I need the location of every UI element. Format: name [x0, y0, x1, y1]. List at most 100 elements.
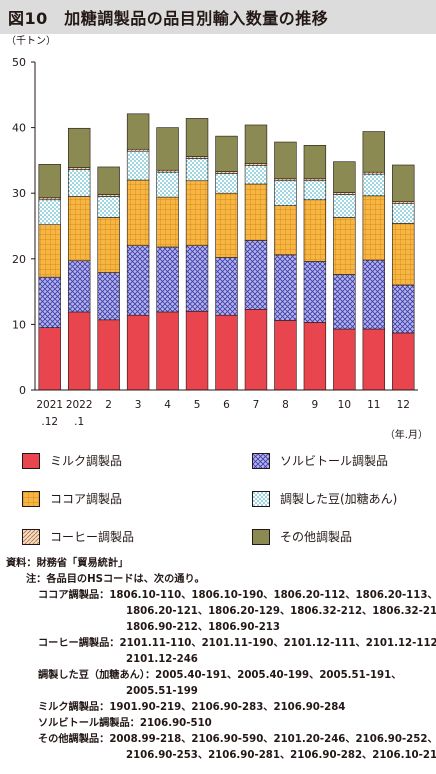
- bar-segment-1-12: [392, 284, 415, 334]
- bar-segment-5-8: [274, 141, 297, 180]
- bar-segment-0-9: [303, 322, 327, 391]
- bar-segment-5-2: [97, 166, 120, 195]
- legend-swatch: [252, 528, 270, 545]
- bar-segment-1-8: [274, 254, 297, 321]
- hs-item-label: コーヒー調製品：: [38, 638, 120, 649]
- bar-segment-3-5: [185, 158, 209, 182]
- hs-code-line: 2106.90-253、2106.90-281、2106.90-282、2106…: [126, 750, 436, 761]
- note-text: 各品目のHSコードは、次の通り。: [46, 574, 205, 585]
- source-text: 財務省「貿易統計」: [36, 558, 129, 569]
- bar-segment-5-4: [156, 127, 179, 171]
- legend-item: その他調製品: [252, 528, 352, 545]
- bar-segment-0-4: [156, 311, 179, 391]
- hs-code-line: 2101.12-246: [126, 654, 198, 665]
- bar-segment-1-0: [38, 276, 61, 328]
- bar-segment-3-2: [97, 196, 120, 218]
- x-tick-label: 9: [312, 399, 319, 411]
- bar-segment-2-5: [185, 180, 209, 246]
- title-band: [0, 0, 436, 34]
- bar-segment-2-12: [392, 223, 415, 286]
- x-axis-unit: （年.月）: [385, 428, 428, 441]
- bar-segment-3-10: [333, 194, 356, 218]
- hs-code-line: 1901.90-219、2106.90-283、2106.90-284: [109, 702, 346, 713]
- note-label: 注：: [26, 574, 47, 585]
- x-tick-label: 12: [397, 399, 410, 411]
- legend-item: 調製した豆(加糖あん): [252, 490, 397, 507]
- y-tick-label: 20: [12, 253, 26, 266]
- bar-segment-5-3: [126, 113, 150, 150]
- bar-segment-5-9: [303, 145, 327, 180]
- legend-item: ミルク調製品: [22, 452, 122, 469]
- hs-code-line: 2005.51-199: [126, 686, 198, 697]
- y-tick-label: 0: [19, 384, 26, 397]
- x-tick-label: 11: [367, 399, 380, 411]
- bar-segment-2-11: [362, 195, 386, 261]
- bar-segment-0-3: [126, 314, 150, 391]
- x-tick-label: 2022: [66, 399, 93, 411]
- y-tick-label: 30: [12, 187, 26, 200]
- hs-code-line: 1806.20-121、1806.20-129、1806.32-212、1806…: [126, 606, 436, 617]
- bar-segment-3-6: [215, 173, 238, 194]
- bar-segment-1-1: [67, 260, 91, 313]
- bar-segment-2-2: [97, 217, 120, 273]
- x-tick-label: 4: [164, 399, 171, 411]
- legend-label: ソルビトール調製品: [280, 454, 389, 468]
- legend-label: 調製した豆(加糖あん): [280, 492, 398, 506]
- legend-label: コーヒー調製品: [50, 530, 135, 544]
- bar-segment-1-4: [156, 246, 179, 313]
- legend-item: コーヒー調製品: [22, 528, 134, 545]
- legend-swatch: [22, 528, 40, 545]
- bar-segment-5-7: [244, 124, 268, 164]
- hs-code-line: 2101.11-110、2101.11-190、2101.12-111、2101…: [119, 638, 436, 649]
- bar-segment-5-0: [38, 164, 61, 199]
- bar-segment-3-0: [38, 199, 61, 225]
- x-tick-sublabel: .12: [41, 416, 58, 428]
- y-tick-label: 50: [12, 56, 26, 69]
- legend-swatch: [252, 452, 270, 469]
- bar-segment-3-1: [67, 169, 91, 197]
- legend-swatch: [252, 490, 270, 507]
- legend-label: ココア調製品: [50, 492, 123, 506]
- x-tick-label: 7: [253, 399, 260, 411]
- bar-segment-3-11: [362, 173, 386, 197]
- hs-code-line: 2005.40-191、2005.40-199、2005.51-191、: [155, 670, 402, 681]
- source-label: 資料：: [6, 558, 37, 569]
- bar-segment-2-3: [126, 179, 150, 246]
- bar-segment-1-2: [97, 272, 120, 321]
- bar-segment-1-10: [333, 274, 356, 330]
- legend-label: その他調製品: [280, 530, 353, 544]
- y-tick-label: 40: [12, 122, 26, 135]
- x-tick-label: 2: [105, 399, 112, 411]
- bar-segment-1-9: [303, 261, 327, 323]
- bar-segment-5-11: [362, 131, 386, 173]
- x-tick-label: 2021: [36, 399, 63, 411]
- bar-segment-5-10: [333, 161, 356, 193]
- bar-segment-0-0: [38, 327, 61, 391]
- bar-segment-1-6: [215, 257, 238, 316]
- bar-segment-5-6: [215, 135, 238, 172]
- hs-item-label: その他調製品：: [38, 734, 110, 745]
- hs-item-label: ミルク調製品：: [38, 702, 110, 713]
- bar-segment-5-1: [67, 127, 91, 168]
- hs-item-label: ソルビトール調製品：: [38, 718, 140, 729]
- legend-label: ミルク調製品: [50, 454, 123, 468]
- x-tick-sublabel: .1: [74, 416, 84, 428]
- bar-segment-1-5: [185, 245, 209, 312]
- hs-code-line: 2106.90-510: [139, 718, 212, 729]
- bar-segment-3-12: [392, 203, 415, 224]
- bar-segment-1-11: [362, 259, 386, 330]
- y-tick-label: 10: [12, 318, 26, 331]
- bar-segment-0-6: [215, 314, 238, 391]
- bar-segment-2-9: [303, 199, 327, 262]
- hs-code-line: 2008.99-218、2106.90-590、2101.20-246、2106…: [109, 734, 436, 745]
- x-tick-label: 5: [194, 399, 201, 411]
- chart-title: 図10 加糖調製品の品目別輸入数量の推移: [8, 9, 329, 28]
- bar-segment-3-9: [303, 180, 327, 201]
- bar-segment-0-5: [185, 310, 209, 391]
- bar-segment-5-12: [392, 164, 415, 203]
- general-note: 注：各品目のHSコードは、次の通り。: [26, 572, 205, 588]
- hs-item-label: 調製した豆（加糖あん）：: [38, 670, 156, 681]
- bar-segment-0-1: [67, 311, 91, 391]
- x-tick-label: 8: [282, 399, 289, 411]
- bar-segment-1-7: [244, 240, 268, 310]
